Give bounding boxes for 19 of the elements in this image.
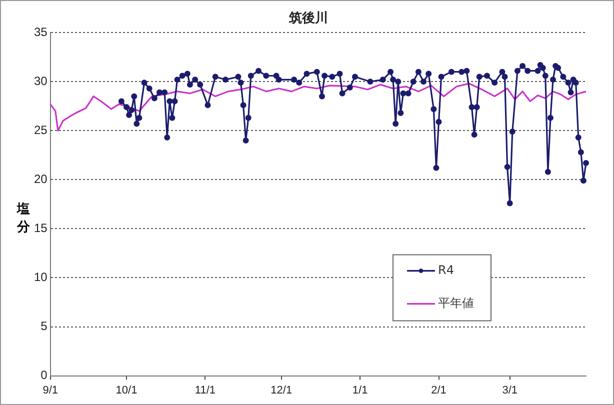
y-tick-label: 15 xyxy=(34,221,48,236)
x-tick-label: 1/1 xyxy=(352,384,368,396)
y-tick-label: 20 xyxy=(34,172,48,186)
x-tick-label: 9/1 xyxy=(42,384,58,396)
legend-label: 平年値 xyxy=(438,296,474,310)
y-tick-label: 30 xyxy=(34,74,48,88)
y-tick-label: 25 xyxy=(34,122,48,137)
legend-label: R4 xyxy=(438,262,454,277)
x-tick-label: 11/1 xyxy=(194,384,216,396)
y-tick-label: 35 xyxy=(34,24,48,39)
x-tick-label: 12/1 xyxy=(270,384,292,396)
y-tick-label: 0 xyxy=(40,368,48,382)
y-tick-label: 10 xyxy=(34,270,48,284)
x-tick-label: 10/1 xyxy=(116,384,138,396)
chart-title: 筑後川 xyxy=(288,10,328,26)
y-tick-label: 5 xyxy=(40,319,48,334)
x-tick-label: 2/1 xyxy=(431,384,446,396)
y-axis-title: 塩分 xyxy=(17,201,31,237)
x-tick-label: 3/1 xyxy=(502,384,518,396)
